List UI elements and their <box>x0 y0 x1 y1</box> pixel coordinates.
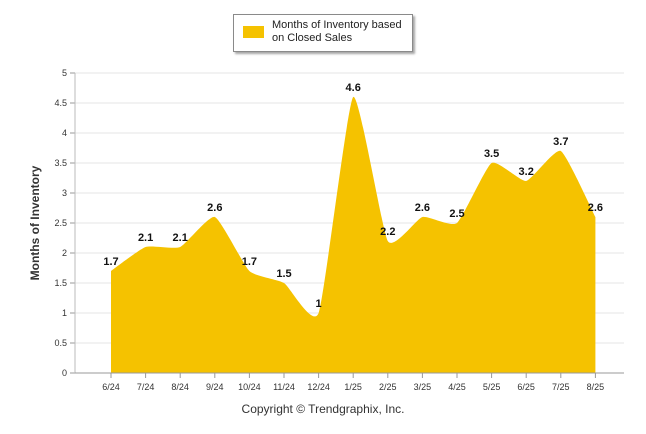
data-label: 1 <box>316 298 322 310</box>
copyright-text: Copyright © Trendgraphix, Inc. <box>241 402 405 416</box>
x-tick-label: 10/24 <box>238 382 261 392</box>
y-axis-title: Months of Inventory <box>28 165 42 281</box>
y-tick-label: 4.5 <box>54 98 67 108</box>
x-tick-labels: 6/24 7/24 8/24 9/24 10/24 11/24 12/24 1/25 2/25 3… <box>102 373 604 392</box>
x-tick-label: 9/24 <box>206 382 224 392</box>
x-tick-label: 5/25 <box>483 382 501 392</box>
data-label: 2.1 <box>173 232 188 244</box>
data-label: 1.5 <box>276 268 291 280</box>
y-tick-label: 1 <box>62 308 67 318</box>
area-series <box>111 96 596 374</box>
x-tick-label: 2/25 <box>379 382 397 392</box>
x-tick-label: 4/25 <box>448 382 466 392</box>
x-tick-label: 8/25 <box>587 382 605 392</box>
axes <box>74 73 624 374</box>
legend-label: Months of Inventory based on Closed Sale… <box>272 19 402 44</box>
x-tick-label: 8/24 <box>171 382 189 392</box>
data-label: 2.5 <box>449 208 464 220</box>
data-label: 1.7 <box>242 256 257 268</box>
y-tick-label: 3 <box>62 188 67 198</box>
x-tick-label: 6/25 <box>517 382 535 392</box>
data-label: 3.5 <box>484 148 499 160</box>
data-label: 2.1 <box>138 232 153 244</box>
y-tick-label: 4 <box>62 128 67 138</box>
data-label: 2.6 <box>588 202 603 214</box>
data-label: 3.2 <box>519 166 534 178</box>
x-tick-label: 6/24 <box>102 382 120 392</box>
y-tick-label: 2 <box>62 248 67 258</box>
x-tick-label: 11/24 <box>273 382 295 392</box>
x-tick-label: 12/24 <box>307 382 330 392</box>
data-label: 2.2 <box>380 226 395 238</box>
x-tick-label: 3/25 <box>414 382 432 392</box>
data-label: 3.7 <box>553 136 568 148</box>
x-tick-label: 1/25 <box>344 382 362 392</box>
legend-swatch <box>243 26 264 38</box>
y-tick-label: 0 <box>62 368 67 378</box>
y-tick-labels: 0 0.5 1 1.5 2 2.5 3 3.5 4 4.5 5 <box>54 68 67 378</box>
data-label: 2.6 <box>415 202 430 214</box>
data-label: 4.6 <box>346 82 361 94</box>
y-tick-label: 3.5 <box>54 158 67 168</box>
y-tick-label: 5 <box>62 68 67 78</box>
y-tick-label: 0.5 <box>54 338 67 348</box>
y-tick-label: 2.5 <box>54 218 67 228</box>
legend: Months of Inventory based on Closed Sale… <box>233 14 413 52</box>
x-tick-label: 7/24 <box>137 382 155 392</box>
data-labels: 1.7 2.1 2.1 2.6 1.7 1.5 1 4.6 2.2 2.6 2.5 3.5 3.2 3.7… <box>103 82 603 310</box>
area-fill <box>111 96 596 374</box>
data-label: 2.6 <box>207 202 222 214</box>
x-tick-label: 7/25 <box>552 382 570 392</box>
y-tick-label: 1.5 <box>54 278 67 288</box>
data-label: 1.7 <box>103 256 118 268</box>
